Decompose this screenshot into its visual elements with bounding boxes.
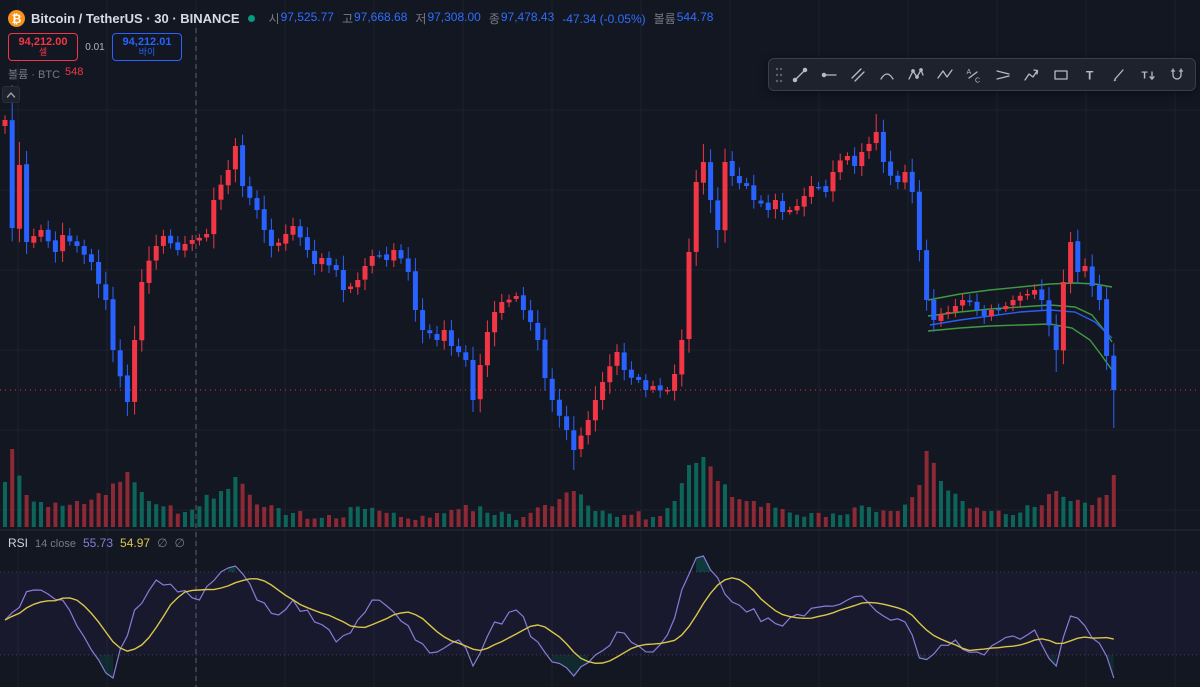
tool-disjoint-channel-button[interactable] xyxy=(988,60,1017,89)
rsi-flag-1: ∅ xyxy=(157,536,168,550)
forecast-icon xyxy=(1023,68,1038,81)
parallel-channel-icon xyxy=(850,67,865,82)
high-label: 고 xyxy=(341,12,353,26)
volume-pair: 볼륨 544.78 xyxy=(654,10,714,27)
tool-forecast-button[interactable] xyxy=(1017,60,1046,89)
volume-legend-value: 548 xyxy=(65,66,84,78)
trend-line-icon xyxy=(792,67,807,82)
pane-collapse-button[interactable] xyxy=(2,86,20,103)
low-value: 97,308.00 xyxy=(427,10,481,24)
rsi-params: 14 close xyxy=(35,538,76,550)
sell-label: 셀 xyxy=(38,47,48,58)
open-pair: 시 97,525.77 xyxy=(269,10,334,27)
tool-brush-button[interactable] xyxy=(1104,60,1133,89)
market-open-dot-icon xyxy=(247,15,255,22)
bitcoin-logo-icon: ₿ xyxy=(8,10,25,27)
high-pair: 고 97,668.68 xyxy=(342,10,407,27)
tool-anchored-text-button[interactable]: T xyxy=(1133,60,1162,89)
open-value: 97,525.77 xyxy=(280,10,334,24)
curve-icon xyxy=(879,72,894,80)
tool-magnet-button[interactable] xyxy=(1162,60,1191,89)
brush-icon xyxy=(1113,68,1124,81)
rsi-ma-value: 54.97 xyxy=(120,536,151,550)
buy-price: 94,212.01 xyxy=(122,35,172,48)
sell-price: 94,212.00 xyxy=(18,35,68,48)
disjoint-channel-icon xyxy=(995,69,1010,80)
abc-wave-icon: AC xyxy=(966,69,980,84)
close-pair: 종 97,478.43 xyxy=(489,10,554,27)
tool-curve-button[interactable] xyxy=(872,60,901,89)
text-icon: T xyxy=(1086,68,1094,82)
chevron-up-icon xyxy=(6,91,16,98)
rsi-title: RSI xyxy=(8,536,29,550)
toolbar-drag-handle[interactable] xyxy=(773,63,785,87)
close-value: 97,478.43 xyxy=(500,10,555,24)
svg-text:T: T xyxy=(1141,70,1147,81)
trade-widget: 94,212.00 셀 0.01 94,212.01 바이 xyxy=(8,33,182,61)
tool-text-button[interactable]: T xyxy=(1075,60,1104,89)
tool-zigzag-pattern-button[interactable] xyxy=(930,60,959,89)
high-value: 97,668.68 xyxy=(354,10,408,24)
zigzag-pattern-icon xyxy=(936,68,953,79)
low-pair: 저 97,308.00 xyxy=(415,10,480,27)
close-label: 종 xyxy=(488,12,500,26)
header-volume-value: 544.78 xyxy=(676,10,714,24)
tool-trend-line-button[interactable] xyxy=(785,60,814,89)
sell-button[interactable]: 94,212.00 셀 xyxy=(8,33,78,61)
horizontal-ray-icon xyxy=(821,72,837,77)
spread-value: 0.01 xyxy=(85,41,105,53)
tool-horizontal-ray-button[interactable] xyxy=(814,60,843,89)
svg-text:T: T xyxy=(1086,68,1094,82)
low-label: 저 xyxy=(415,12,427,26)
magnet-icon xyxy=(1170,67,1183,80)
svg-text:A: A xyxy=(966,69,971,76)
header-volume-label: 볼륨 xyxy=(653,12,676,26)
anchored-text-icon: T xyxy=(1141,70,1155,81)
rsi-flag-2: ∅ xyxy=(174,536,185,550)
buy-label: 바이 xyxy=(138,47,156,58)
tool-xabcd-pattern-button[interactable] xyxy=(901,60,930,89)
volume-legend-label: 볼륨 · BTC xyxy=(8,69,61,81)
xabcd-pattern-icon xyxy=(907,67,924,80)
open-label: 시 xyxy=(268,12,280,26)
volume-indicator-legend[interactable]: 볼륨 · BTC 548 xyxy=(8,66,83,82)
rsi-value: 55.73 xyxy=(83,536,114,550)
ohlc-values: 시 97,525.77 고 97,668.68 저 97,308.00 종 97,478… xyxy=(269,10,714,27)
chart-legend: ₿ Bitcoin / TetherUS · 30 · BINANCE 시 97,… xyxy=(8,10,713,27)
tool-rectangle-button[interactable] xyxy=(1046,60,1075,89)
rsi-indicator-legend[interactable]: RSI 14 close 55.73 54.97 ∅ ∅ xyxy=(8,536,185,550)
buy-button[interactable]: 94,212.01 바이 xyxy=(112,33,182,61)
tool-parallel-channel-button[interactable] xyxy=(843,60,872,89)
symbol-title[interactable]: Bitcoin / TetherUS · 30 · BINANCE xyxy=(31,11,240,26)
svg-text:C: C xyxy=(975,77,980,84)
rectangle-icon xyxy=(1053,69,1068,80)
change-value: -47.34 (-0.05%) xyxy=(562,11,646,26)
drag-dots-icon xyxy=(775,67,783,82)
